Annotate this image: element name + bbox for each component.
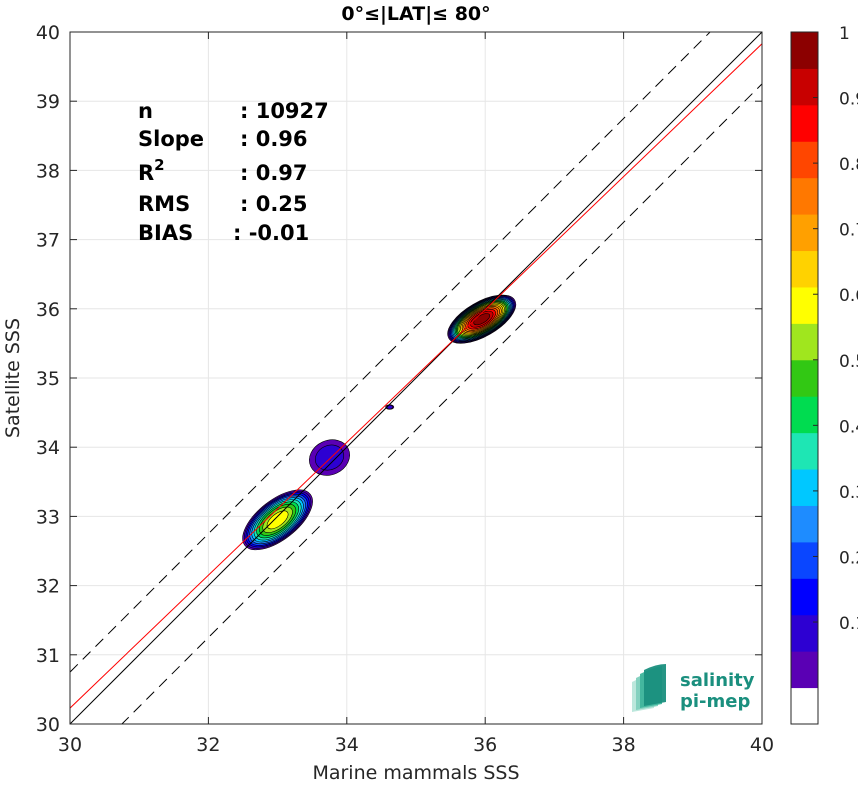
- colorbar-segment: [791, 104, 818, 142]
- line-upper-bound: [70, 32, 711, 673]
- colorbar-segment: [791, 432, 818, 470]
- colorbar-tick-label: 0.5: [839, 352, 858, 372]
- reference-lines: [70, 32, 762, 724]
- colorbar-tick-label: 0.1: [839, 614, 858, 634]
- colorbar-tick-label: 0.2: [839, 548, 858, 568]
- colorbar-segment: [791, 214, 818, 252]
- stat-value: : 10927: [240, 99, 329, 123]
- colorbar-segment: [791, 359, 818, 397]
- y-tick-label: 39: [36, 91, 60, 113]
- x-tick-label: 30: [58, 734, 82, 756]
- colorbar-segment: [791, 177, 818, 215]
- y-axis-label: Satellite SSS: [2, 318, 24, 438]
- colorbar-segment: [791, 687, 818, 725]
- colorbar-segment: [791, 651, 818, 689]
- x-axis-label: Marine mammals SSS: [312, 762, 519, 784]
- colorbar-tick-label: 1: [839, 24, 850, 44]
- colorbar-frame: [790, 31, 819, 725]
- colorbar-tick-label: 0.8: [839, 155, 858, 175]
- y-tick-label: 34: [36, 437, 60, 459]
- x-tick-label: 36: [473, 734, 497, 756]
- logo-line1: salinity: [680, 670, 755, 691]
- y-tick-label: 30: [36, 714, 60, 736]
- colorbar-segment: [791, 250, 818, 288]
- stat-value: : 0.96: [240, 127, 308, 151]
- x-tick-label: 32: [196, 734, 220, 756]
- colorbar-segment: [791, 286, 818, 324]
- colorbar-segment: [791, 396, 818, 434]
- colorbar-tick-label: 0.7: [839, 221, 858, 241]
- density-contour: [473, 313, 491, 326]
- colorbar-segment: [791, 578, 818, 616]
- line-regression: [70, 43, 762, 709]
- statistics-panel: n : 10927 Slope : 0.96 R2 : 0.97 RMS : 0.25 BIAS…: [138, 99, 329, 245]
- colorbar-segment: [791, 505, 818, 543]
- stat-superscript: 2: [154, 156, 164, 174]
- colorbar-tick-label: 0.9: [839, 90, 858, 110]
- y-tick-label: 36: [36, 299, 60, 321]
- y-tick-label: 33: [36, 506, 60, 528]
- stat-value: : -0.01: [233, 221, 309, 245]
- colorbar-segment: [791, 469, 818, 506]
- x-tick-label: 34: [335, 734, 359, 756]
- colorbar-tick-label: 0.4: [839, 417, 858, 437]
- stat-label: RMS: [138, 192, 190, 216]
- stat-label: R2: [138, 156, 165, 185]
- y-tick-label: 31: [36, 645, 60, 667]
- stat-value: : 0.25: [240, 192, 308, 216]
- y-tick-label: 35: [36, 368, 60, 390]
- y-tick-label: 37: [36, 230, 60, 252]
- y-tick-label: 38: [36, 160, 60, 182]
- axis-ticks: 30 32 34 36 38 40 30 31 32 33 34 35 36 37 38 39 40: [36, 22, 774, 756]
- colorbar-segment: [791, 541, 818, 579]
- stat-value: : 0.97: [240, 161, 308, 185]
- density-contours: [242, 294, 517, 551]
- logo-wave-icon: [644, 664, 666, 706]
- colorbar-segment: [791, 32, 818, 69]
- y-tick-label: 40: [36, 22, 60, 44]
- colorbar-segment: [791, 141, 818, 179]
- line-one-to-one: [70, 32, 762, 724]
- line-lower-bound: [121, 83, 762, 724]
- stat-label: n: [138, 99, 153, 123]
- chart-title: 0°≤|LAT|≤ 80°: [341, 3, 490, 25]
- colorbar-tick-label: 0.3: [839, 483, 858, 503]
- stat-label: BIAS: [138, 221, 193, 245]
- density-contour: [266, 510, 289, 530]
- colorbar-segment: [791, 614, 818, 652]
- x-tick-label: 40: [750, 734, 774, 756]
- y-tick-label: 32: [36, 576, 60, 598]
- logo-line2: pi-mep: [680, 691, 750, 712]
- x-tick-label: 38: [612, 734, 636, 756]
- colorbar: 0.1 0.2 0.3 0.4 0.5 0.6 0.7 0.8 0.9 1: [790, 24, 858, 725]
- colorbar-segment: [791, 68, 818, 106]
- colorbar-tick-label: 0.6: [839, 286, 858, 306]
- stat-label: Slope: [138, 127, 204, 151]
- colorbar-segment: [791, 323, 818, 361]
